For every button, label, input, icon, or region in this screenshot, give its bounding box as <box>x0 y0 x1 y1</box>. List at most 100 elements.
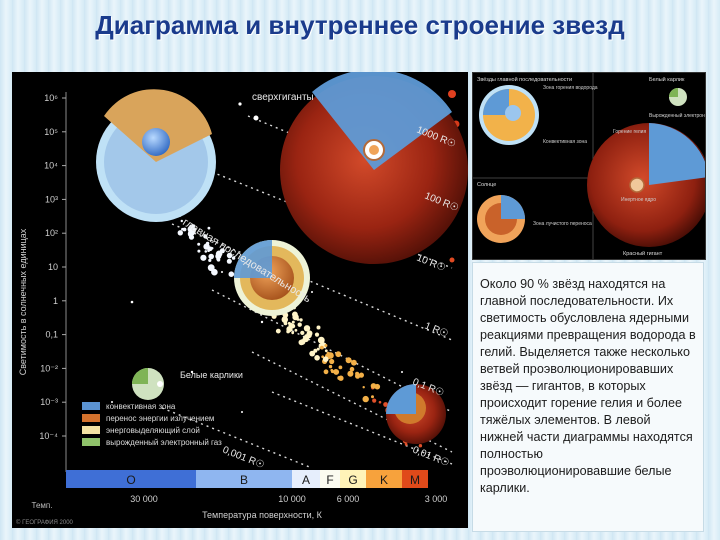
main-sequence-star-dot <box>299 318 303 322</box>
main-sequence-star-dot <box>404 443 408 446</box>
inset-svg: Звёзды главной последовательности Белый … <box>473 73 705 259</box>
main-sequence-star-dot <box>203 234 208 239</box>
main-sequence-star-dot <box>187 231 194 237</box>
sun-like-star-sphere <box>234 240 310 316</box>
red-dwarf-sphere <box>386 384 446 444</box>
main-sequence-star-dot <box>180 219 183 223</box>
spectral-class-label: O <box>126 473 135 487</box>
blue-giant-sphere <box>96 89 216 222</box>
x-tick-label: 6 000 <box>337 494 360 504</box>
main-sequence-star-dot <box>297 322 302 327</box>
caption-box: Около 90 % звёзд находятся на главной по… <box>472 262 704 532</box>
y-tick-label: 0,1 <box>45 330 58 340</box>
main-sequence-star-dot <box>287 321 291 325</box>
main-sequence-star-dot <box>323 369 329 375</box>
main-sequence-star-dot <box>281 316 288 323</box>
main-sequence-star-dot <box>189 224 194 230</box>
inset-note: Вырожденный электронный газ <box>649 112 705 119</box>
supergiants-label: сверхгиганты <box>252 92 314 103</box>
legend-label: вырожденный электронный газ <box>106 438 222 447</box>
main-sequence-star-dot <box>324 349 328 353</box>
x-tick-label: 10 000 <box>278 494 306 504</box>
spectral-class-label: F <box>326 473 333 487</box>
legend-swatch <box>82 426 100 434</box>
y-tick-label: 10² <box>45 228 58 238</box>
main-sequence-star-dot <box>294 328 298 332</box>
main-sequence-star-dot <box>316 347 320 351</box>
main-sequence-star-dot <box>330 368 334 372</box>
radius-label: 10 R☉ <box>415 253 447 274</box>
main-sequence-star-dot <box>231 256 236 260</box>
main-sequence-star-dot <box>333 369 340 375</box>
x-tick-label: 3 000 <box>425 494 448 504</box>
y-tick-label: 10⁵ <box>44 127 58 137</box>
main-sequence-star-dot <box>299 339 306 345</box>
legend-label: перенос энергии излучением <box>106 414 214 423</box>
main-sequence-star-dot <box>200 254 207 261</box>
spectral-class-label: B <box>240 473 248 487</box>
main-sequence-star-dot <box>329 358 335 365</box>
y-axis-label: Светимость в солнечных единицах <box>18 228 28 375</box>
spectral-class-label: M <box>410 473 420 487</box>
radius-line-001 <box>271 391 453 465</box>
caption-text: Около 90 % звёзд находятся на главной по… <box>480 277 696 495</box>
main-sequence-star-dot <box>204 250 208 253</box>
main-sequence-star-dot <box>335 351 342 358</box>
main-sequence-star-dot <box>351 359 357 366</box>
main-sequence-star-dot <box>358 372 364 378</box>
white-dwarfs-label: Белые карлики <box>180 370 243 380</box>
spectral-class-cell <box>366 470 402 488</box>
star-structure-inset: Звёзды главной последовательности Белый … <box>472 72 706 260</box>
main-sequence-star-dot <box>317 336 325 344</box>
main-sequence-star-dot <box>346 357 350 361</box>
legend-swatch <box>82 438 100 446</box>
legend: конвективная зона перенос энергии излучен… <box>82 402 222 447</box>
inset-section-red-giant: Красный гигант <box>623 250 663 257</box>
main-sequence-star-dot <box>309 350 316 357</box>
inset-red-giant <box>587 123 705 247</box>
main-sequence-star-dot <box>316 325 321 330</box>
main-sequence-star-dot <box>226 258 232 264</box>
radius-label: 0,01 R☉ <box>411 445 451 470</box>
main-sequence-star-dot <box>226 252 233 259</box>
y-tick-label: 1 <box>53 296 58 306</box>
main-sequence-star-dot <box>313 348 318 353</box>
main-sequence-star-dot <box>349 366 355 372</box>
main-sequence-star-dot <box>283 321 288 326</box>
main-sequence-star-dot <box>300 330 305 335</box>
radius-label: 1 R☉ <box>423 321 450 340</box>
radius-line-10 <box>171 223 453 341</box>
page-title: Диаграмма и внутреннее строение звезд <box>95 10 625 40</box>
main-sequence-star-dot <box>208 258 212 262</box>
temp-caption: Темп. <box>32 501 53 510</box>
main-sequence-star-dot <box>291 331 295 335</box>
hertzsprung-russell-diagram: Светимость в солнечных единицах 10⁶ 10⁵ 10… <box>12 72 468 528</box>
main-sequence-star-dot <box>203 243 210 250</box>
x-tick-label: 30 000 <box>130 494 158 504</box>
main-sequence-star-dot <box>291 320 295 324</box>
inset-main-sequence-star <box>479 85 539 145</box>
main-sequence-star-dot <box>326 351 330 355</box>
x-tick-group: 30 000 10 000 6 000 3 000 <box>130 494 447 504</box>
white-dwarf-icon <box>132 368 164 400</box>
red-supergiant-sphere <box>280 72 468 264</box>
spectral-class-label: G <box>348 473 357 487</box>
spectral-class-label: K <box>380 473 388 487</box>
radius-line-1000 <box>247 115 453 201</box>
main-sequence-star-dot <box>286 329 290 334</box>
spectral-class-cell <box>402 470 428 488</box>
y-tick-label: 10⁻² <box>40 363 58 373</box>
credit-text: © ГЕОГРАФИЯ 2000 <box>16 519 74 526</box>
main-sequence-star-dot <box>197 242 201 246</box>
main-sequence-star-dot <box>371 395 374 399</box>
main-sequence-star-dot <box>314 332 320 337</box>
main-sequence-star-dot <box>208 253 214 260</box>
inset-section-main-sequence: Звёзды главной последовательности <box>477 76 572 83</box>
inset-note: Инертное ядро <box>621 197 656 203</box>
main-sequence-star-dot <box>328 364 333 369</box>
main-sequence-star-dot <box>418 444 423 448</box>
y-tick-label: 10⁻³ <box>40 397 58 407</box>
main-sequence-star-dot <box>228 271 235 277</box>
spectral-class-cell <box>196 470 292 488</box>
